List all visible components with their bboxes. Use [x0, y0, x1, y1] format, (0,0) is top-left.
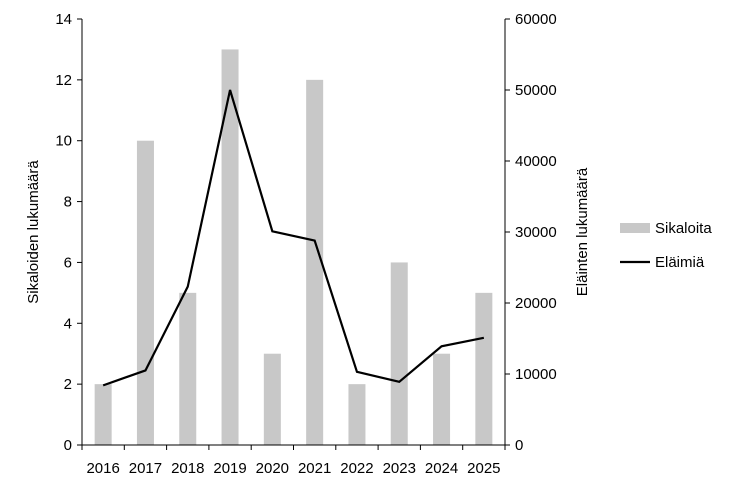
x-tick-label: 2023	[383, 460, 416, 477]
bar-2017	[136, 140, 154, 445]
x-tick-label: 2018	[171, 460, 204, 477]
bar-2025	[475, 292, 493, 445]
y2-tick-label: 10000	[515, 366, 557, 383]
y-tick-label: 2	[64, 376, 72, 393]
bar-2020	[263, 353, 281, 445]
y-tick-label: 8	[64, 194, 72, 211]
y2-axis-title: Eläinten lukumäärä	[574, 167, 591, 296]
y-tick-label: 10	[55, 133, 72, 150]
y-tick-label: 4	[64, 315, 72, 332]
x-tick-label: 2017	[129, 460, 162, 477]
y2-tick-label: 50000	[515, 82, 557, 99]
bar-2021	[306, 79, 324, 445]
y2-tick-label: 0	[515, 437, 523, 454]
legend: Sikaloita Eläimiä	[620, 220, 712, 271]
x-tick-label: 2022	[340, 460, 373, 477]
bar-2019	[221, 49, 239, 446]
axes	[77, 18, 510, 450]
bar-2016	[94, 384, 112, 445]
x-tick-label: 2025	[467, 460, 500, 477]
y-tick-label: 0	[64, 437, 72, 454]
legend-label-elaimia: Eläimiä	[655, 254, 705, 271]
legend-swatch-sikaloita	[620, 223, 650, 233]
y-tick-label: 12	[55, 72, 72, 89]
legend-label-sikaloita: Sikaloita	[655, 220, 712, 237]
bar-2024	[433, 353, 451, 445]
y2-tick-label: 60000	[515, 11, 557, 28]
line-path-elaimia	[102, 89, 485, 387]
y-tick-label: 6	[64, 254, 72, 271]
y-tick-label: 14	[55, 11, 72, 28]
bars-sikaloita	[94, 49, 493, 446]
x-tick-label: 2016	[86, 460, 119, 477]
x-tick-label: 2021	[298, 460, 331, 477]
y2-tick-label: 30000	[515, 224, 557, 241]
x-tick-label: 2024	[425, 460, 458, 477]
y2-tick-label: 20000	[515, 295, 557, 312]
x-tick-label: 2019	[213, 460, 246, 477]
x-tick-label: 2020	[256, 460, 289, 477]
line-elaimia	[102, 89, 485, 387]
bar-2018	[179, 292, 197, 445]
y2-tick-label: 40000	[515, 153, 557, 170]
y-axis-title: Sikaloiden lukumäärä	[25, 160, 42, 304]
bar-2022	[348, 384, 366, 445]
tick-labels: 0 2 4 6 8 10 12 14 0 10000 20000 30000 40000 50000 600…	[55, 11, 556, 477]
bar-2023	[390, 262, 408, 445]
